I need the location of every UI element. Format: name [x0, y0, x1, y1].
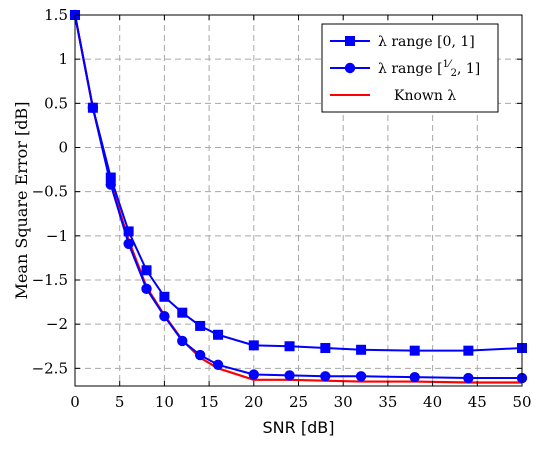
series-1-point [248, 340, 259, 351]
x-tick-label: 0 [70, 393, 80, 411]
x-tick-label: 40 [423, 393, 442, 411]
series-1-point [356, 344, 367, 355]
y-tick-label: −0.5 [32, 183, 68, 201]
x-axis-label: SNR [dB] [263, 418, 335, 437]
y-tick-label: −2 [46, 315, 68, 333]
legend-entry-3: Known λ [394, 88, 456, 104]
series-2-point [355, 371, 367, 382]
series-2-point [284, 370, 295, 381]
legend-entry-2: λ range [1⁄2, 1] [378, 59, 480, 79]
series-2-point [177, 335, 188, 347]
x-tick-label: 45 [468, 393, 487, 411]
legend-entry-1: λ range [0, 1] [378, 34, 475, 50]
y-tick-label: 0 [58, 139, 68, 157]
tick-layer: 0 5 10 15 20 25 30 35 40 45 50 1.5 1 0.5 0 −0.5 −1 −1.5 −2… [32, 6, 532, 411]
series-2-point [194, 349, 206, 361]
series-1-point [123, 226, 134, 237]
series-2-point [159, 311, 170, 322]
series-1-point [141, 265, 152, 276]
y-tick-label: −2.5 [32, 359, 68, 377]
x-tick-label: 30 [334, 393, 353, 411]
y-tick-label: −1.5 [32, 271, 68, 289]
y-tick-label: 1 [58, 50, 68, 68]
series-1-point [320, 343, 331, 354]
series-1-point [463, 345, 474, 356]
series-1-point [105, 172, 116, 183]
series-2-line [74, 14, 522, 380]
series-2-point [123, 238, 134, 249]
x-tick-label: 10 [155, 393, 174, 411]
y-tick-label: −1 [46, 227, 68, 245]
x-tick-label: 20 [244, 393, 263, 411]
series-1-point [409, 345, 420, 356]
legend: λ range [0, 1] λ range [1⁄2, 1] Known λ [321, 23, 499, 113]
series-1-point [213, 329, 224, 340]
series-1 [70, 10, 527, 356]
series-2-point [212, 359, 224, 370]
x-tick-label: 15 [200, 393, 219, 411]
series-1-point [284, 341, 295, 352]
series-1-point [195, 320, 206, 331]
legend-swatch-marker [345, 36, 355, 46]
series-2-point [248, 369, 259, 380]
x-tick-label: 25 [289, 393, 308, 411]
x-tick-label: 50 [512, 393, 531, 411]
x-tick-label: 5 [115, 393, 125, 411]
y-tick-label: 0.5 [44, 94, 68, 112]
legend-swatch-marker [344, 62, 356, 74]
series-1-point [177, 307, 188, 318]
series-2-point [409, 371, 420, 383]
x-tick-label: 35 [378, 393, 397, 411]
series-2-point [463, 372, 474, 384]
y-tick-label: 1.5 [44, 6, 68, 24]
series-1-point [87, 102, 98, 113]
series-2-point [320, 371, 331, 382]
series-1-point [159, 291, 170, 302]
y-axis-label: Mean Square Error [dB] [12, 102, 31, 300]
label-layer: SNR [dB] Mean Square Error [dB] [12, 102, 334, 437]
series-1-line [74, 14, 523, 352]
series-2-point [141, 283, 152, 295]
